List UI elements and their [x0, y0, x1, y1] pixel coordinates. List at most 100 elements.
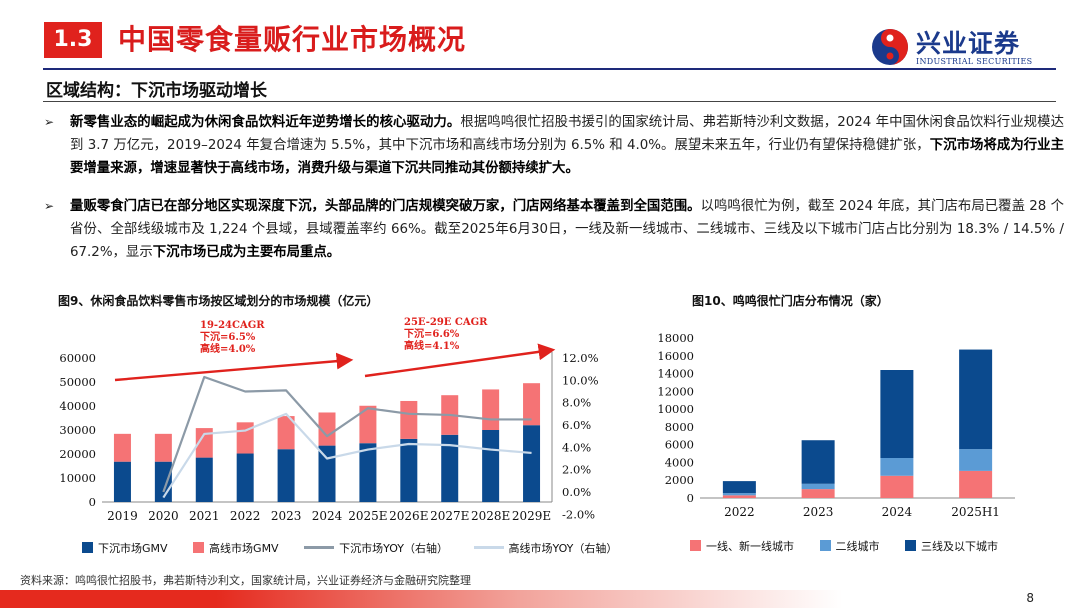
- legend-label: 一线、新一线城市: [706, 540, 794, 553]
- bar-tier2-stores: [959, 449, 993, 471]
- bar-lower-tier-gmv: [113, 461, 131, 502]
- section-subtitle: 区域结构：下沉市场驱动增长: [46, 81, 267, 101]
- bar-upper-tier-gmv: [195, 428, 213, 458]
- header-divider: [43, 68, 1056, 70]
- y-axis-right-tick: 6.0%: [562, 418, 591, 432]
- cagr-annotation-line: 下沉=6.5%: [200, 330, 256, 343]
- bullet-bold-segment: 新零售业态的崛起成为休闲食品饮料近年逆势增长的核心驱动力。: [70, 115, 461, 130]
- bar-tier2-stores: [801, 483, 835, 490]
- bar-tier1-stores: [880, 475, 914, 498]
- y-axis-left-tick: 0: [89, 495, 96, 509]
- x-axis-tick: 2024: [882, 505, 913, 519]
- bar-lower-tier-gmv: [523, 425, 541, 502]
- bar-lower-tier-gmv: [277, 449, 295, 502]
- bar-lower-tier-gmv: [236, 453, 254, 502]
- y-axis-right-tick: 0.0%: [562, 485, 591, 499]
- legend-label: 下沉市场GMV: [98, 542, 168, 555]
- y-axis-right-tick: 4.0%: [562, 440, 591, 454]
- page-title: 中国零食量贩行业市场概况: [118, 23, 467, 56]
- bullet-paragraph-2: ➢ 量贩零食门店已在部分地区实现深度下沉，头部品牌的门店规模突破万家，门店网络基…: [44, 195, 1064, 264]
- figure9-legend: 下沉市场GMV 高线市场GMV 下沉市场YOY（右轴） 高线市场YOY（右轴）: [82, 540, 639, 556]
- y-axis-left-tick: 60000: [59, 351, 96, 365]
- bar-tier1-stores: [959, 470, 993, 498]
- bullet-text: 新零售业态的崛起成为休闲食品饮料近年逆势增长的核心驱动力。根据鸣鸣很忙招股书援引…: [70, 111, 1064, 180]
- y-axis-left-tick: 50000: [59, 375, 96, 389]
- bar-upper-tier-gmv: [523, 383, 541, 426]
- x-axis-tick: 2027E: [430, 509, 469, 523]
- legend-label: 高线市场YOY（右轴）: [508, 542, 618, 555]
- bar-tier1-stores: [722, 495, 756, 498]
- y-axis-right-tick: 10.0%: [562, 373, 599, 387]
- bar-upper-tier-gmv: [400, 400, 418, 439]
- bar-tier1-stores: [801, 489, 835, 498]
- cagr-annotation-line: 高线=4.1%: [404, 339, 460, 352]
- bar-tier3-stores: [722, 481, 756, 494]
- bullet-paragraph-1: ➢ 新零售业态的崛起成为休闲食品饮料近年逆势增长的核心驱动力。根据鸣鸣很忙招股书…: [44, 111, 1064, 180]
- y-axis-tick: 4000: [665, 455, 694, 469]
- company-logo: 兴业证券 INDUSTRIAL SECURITIES: [870, 24, 1060, 72]
- figure10-legend: 一线、新一线城市 二线城市 三线及以下城市: [690, 538, 1020, 554]
- x-axis-tick: 2021: [189, 509, 220, 523]
- legend-swatch-tier1: [690, 540, 701, 551]
- y-axis-right-tick: 2.0%: [562, 463, 591, 477]
- bar-upper-tier-gmv: [113, 433, 131, 462]
- y-axis-tick: 12000: [657, 384, 694, 398]
- cagr-annotation-title: 19-24CAGR: [200, 320, 265, 331]
- bullet-text: 量贩零食门店已在部分地区实现深度下沉，头部品牌的门店规模突破万家，门店网络基本覆…: [70, 195, 1064, 264]
- bar-lower-tier-gmv: [441, 434, 459, 502]
- y-axis-tick: 18000: [657, 331, 694, 345]
- bar-upper-tier-gmv: [277, 416, 295, 450]
- y-axis-tick: 14000: [657, 367, 694, 381]
- bar-upper-tier-gmv: [318, 412, 336, 446]
- page-number: 8: [1026, 591, 1034, 605]
- cagr-annotation-line: 下沉=6.6%: [404, 327, 460, 340]
- x-axis-tick: 2022: [230, 509, 261, 523]
- bar-lower-tier-gmv: [195, 457, 213, 502]
- bar-upper-tier-gmv: [154, 433, 172, 462]
- x-axis-tick: 2019: [107, 509, 138, 523]
- y-axis-tick: 2000: [665, 473, 694, 487]
- y-axis-tick: 10000: [657, 402, 694, 416]
- x-axis-tick: 2026E: [389, 509, 428, 523]
- y-axis-tick: 8000: [665, 420, 694, 434]
- figure10-caption: 图10、鸣鸣很忙门店分布情况（家）: [692, 294, 889, 308]
- x-axis-tick: 2028E: [471, 509, 510, 523]
- legend-swatch-tier2: [819, 540, 831, 551]
- legend-label: 二线城市: [835, 540, 880, 553]
- figure9-caption: 图9、休闲食品饮料零售市场按区域划分的市场规模（亿元）: [58, 294, 379, 308]
- x-axis-tick: 2025H1: [951, 505, 1000, 519]
- bar-lower-tier-gmv: [482, 430, 500, 502]
- bar-tier3-stores: [801, 440, 835, 484]
- y-axis-tick: 6000: [665, 438, 694, 452]
- x-axis-tick: 2022: [724, 505, 755, 519]
- y-axis-left-tick: 10000: [59, 471, 96, 485]
- y-axis-right-tick: -2.0%: [562, 507, 595, 521]
- legend-swatch-tier3: [905, 540, 916, 551]
- legend-line-upper-tier-yoy: [473, 546, 504, 549]
- bar-lower-tier-gmv: [400, 438, 418, 502]
- bullet-segment: 根据鸣鸣很忙招股书援引的国家统计局、弗若斯特沙利文数据，2024 年中国休闲食品…: [70, 115, 1064, 153]
- trend-arrow-2019-2024: [114, 352, 354, 382]
- legend-label: 三线及以下城市: [921, 540, 998, 553]
- bar-upper-tier-gmv: [482, 389, 500, 430]
- logo-english-name: INDUSTRIAL SECURITIES: [916, 57, 1033, 66]
- y-axis-tick: 16000: [657, 349, 694, 363]
- logo-name: 兴业证券: [916, 29, 1021, 58]
- legend-line-lower-tier-yoy: [304, 546, 335, 549]
- legend-label: 高线市场GMV: [209, 542, 279, 555]
- line-upper-tier-yoy: [162, 412, 532, 499]
- bullet-arrow-icon: ➢: [44, 199, 55, 213]
- y-axis-left-tick: 40000: [59, 399, 96, 413]
- section-number-badge: 1.3: [44, 22, 102, 58]
- footer-bar: [0, 590, 1080, 608]
- bar-tier2-stores: [880, 458, 914, 476]
- bullet-bold-segment: 量贩零食门店已在部分地区实现深度下沉，头部品牌的门店规模突破万家，门店网络基本覆…: [70, 199, 701, 214]
- legend-swatch-lower-tier-gmv: [82, 542, 93, 553]
- x-axis-tick: 2023: [803, 505, 834, 519]
- y-axis-right-tick: 12.0%: [562, 351, 599, 365]
- bullet-segment: 以鸣鸣很忙为例，截至 2024 年底，其门店布局已覆盖 28 个省份、全部线级城…: [70, 199, 1064, 260]
- x-axis-tick: 2025E: [348, 509, 387, 523]
- legend-label: 下沉市场YOY（右轴）: [339, 542, 448, 555]
- bullet-bold-segment: 下沉市场将成为行业主要增量来源，增速显著快于高线市场，消费升级与渠道下沉共同推动…: [70, 138, 1065, 176]
- line-lower-tier-yoy: [162, 375, 532, 493]
